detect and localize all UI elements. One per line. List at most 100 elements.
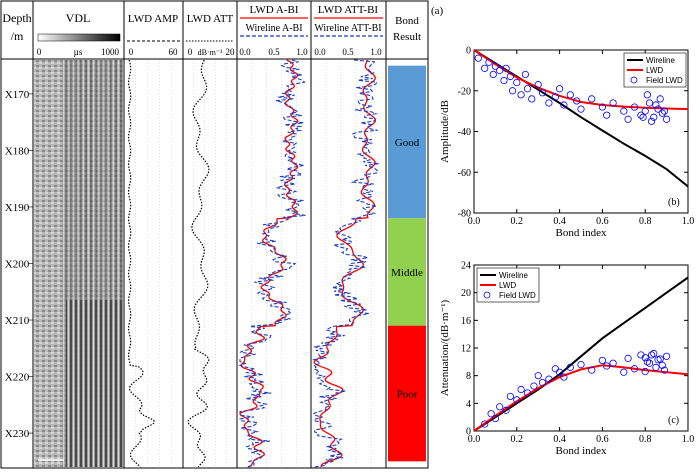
data-point <box>639 113 647 121</box>
data-point <box>566 363 574 371</box>
bond-subheader: Result <box>393 31 421 43</box>
x-tick-label: 1.0 <box>682 216 695 227</box>
x-tick-label: 0.4 <box>553 434 566 445</box>
data-point <box>481 420 489 428</box>
abi-scale-0: 0.0 <box>239 47 251 57</box>
data-point <box>500 76 508 85</box>
attbi-subheader: Wireline ATT-BI <box>314 23 381 34</box>
depth-label-X220: X220 <box>5 372 30 384</box>
data-point <box>624 115 632 123</box>
data-point <box>517 385 525 394</box>
x-tick-label: 0.0 <box>468 434 481 445</box>
data-point <box>630 103 639 111</box>
x-tick-label: 0.0 <box>468 216 481 227</box>
data-point <box>609 359 617 367</box>
data-point <box>551 93 559 101</box>
vdl-scale-min: 0 <box>37 47 42 57</box>
legend-label: Field LWD <box>499 291 536 300</box>
bond-zone-label-good: Good <box>395 137 420 149</box>
data-point <box>502 64 510 72</box>
y-tick-label: 8 <box>466 371 471 382</box>
y-tick-label: 24 <box>461 261 471 272</box>
depth-label-X180: X180 <box>5 145 30 157</box>
data-point <box>624 354 632 362</box>
data-point <box>588 95 596 103</box>
data-point <box>560 101 568 109</box>
x-tick-label: 0.8 <box>639 434 652 445</box>
data-point <box>538 89 547 97</box>
lwd-amp-curve <box>128 59 156 468</box>
data-point <box>577 360 585 369</box>
att-header: LWD ATT <box>187 13 234 25</box>
data-point <box>523 389 532 397</box>
data-point <box>534 81 542 89</box>
data-point <box>662 352 671 360</box>
amp-scale-max: 60 <box>169 47 179 57</box>
att-scale-min: 0 <box>188 47 193 57</box>
data-point <box>513 79 521 87</box>
data-point <box>660 107 669 115</box>
legend-marker <box>630 76 638 84</box>
y-tick-label: 20 <box>461 288 471 299</box>
data-point <box>603 362 611 370</box>
track-gridlines <box>135 60 372 467</box>
data-point <box>506 72 514 81</box>
data-point <box>538 378 547 387</box>
y-tick-label: -40 <box>458 127 471 138</box>
data-point <box>656 95 664 103</box>
depth-header: Depth <box>2 11 31 25</box>
data-point <box>566 91 574 99</box>
data-point <box>641 367 649 376</box>
data-point <box>662 115 671 123</box>
depth-label-X230: X230 <box>5 428 30 440</box>
abi-subheader: Wireline A-BI <box>245 23 302 34</box>
amp-header: LWD AMP <box>128 13 178 25</box>
abi-scale-2: 1.0 <box>296 47 308 57</box>
y-tick-label: 16 <box>461 316 471 327</box>
y-tick-label: 0 <box>466 46 471 57</box>
data-point <box>521 70 529 79</box>
y-tick-label: 0 <box>466 427 471 438</box>
series-line-lwd <box>473 364 689 432</box>
data-point <box>641 107 649 115</box>
legend-marker <box>483 291 491 299</box>
amp-scale-min: 0 <box>129 47 134 57</box>
data-point <box>643 91 651 99</box>
attbi-header: LWD ATT-BI <box>318 4 379 16</box>
y-tick-label: -60 <box>458 168 471 179</box>
x-axis-label: Bond index <box>555 227 607 239</box>
data-point <box>648 351 656 359</box>
data-point <box>560 373 568 381</box>
y-tick-label: -20 <box>458 86 471 97</box>
data-point <box>545 99 553 107</box>
y-tick-label: 4 <box>466 399 471 410</box>
legend-label: Wireline <box>499 271 528 280</box>
x-tick-label: 0.6 <box>596 216 609 227</box>
attbi-scale-2: 1.0 <box>370 47 382 57</box>
y-tick-label: -80 <box>458 209 471 220</box>
data-point <box>508 87 517 95</box>
data-point <box>650 113 658 121</box>
lwd-attbi-curve <box>313 59 377 468</box>
data-point <box>620 107 628 115</box>
data-point <box>491 414 499 423</box>
data-point <box>487 410 495 418</box>
depth-labels: X170 X180 X190 X200 X210 X220 X230 <box>5 89 33 440</box>
data-point <box>645 99 654 107</box>
data-point <box>658 361 666 369</box>
att-scale-max: 20 <box>226 47 236 57</box>
data-point <box>577 105 585 113</box>
vdl-colorbar <box>37 33 121 42</box>
data-point <box>491 62 499 70</box>
depth-unit: /m <box>11 29 24 43</box>
bond-zone-poor <box>388 325 426 462</box>
x-tick-label: 0.8 <box>639 216 652 227</box>
data-point <box>496 403 504 411</box>
attbi-scale-1: 0.5 <box>342 47 354 57</box>
data-point <box>545 375 553 383</box>
data-point <box>551 365 559 373</box>
data-point <box>485 58 493 66</box>
data-point <box>555 368 564 376</box>
legend-label: Wireline <box>646 56 675 65</box>
data-point <box>496 66 504 74</box>
